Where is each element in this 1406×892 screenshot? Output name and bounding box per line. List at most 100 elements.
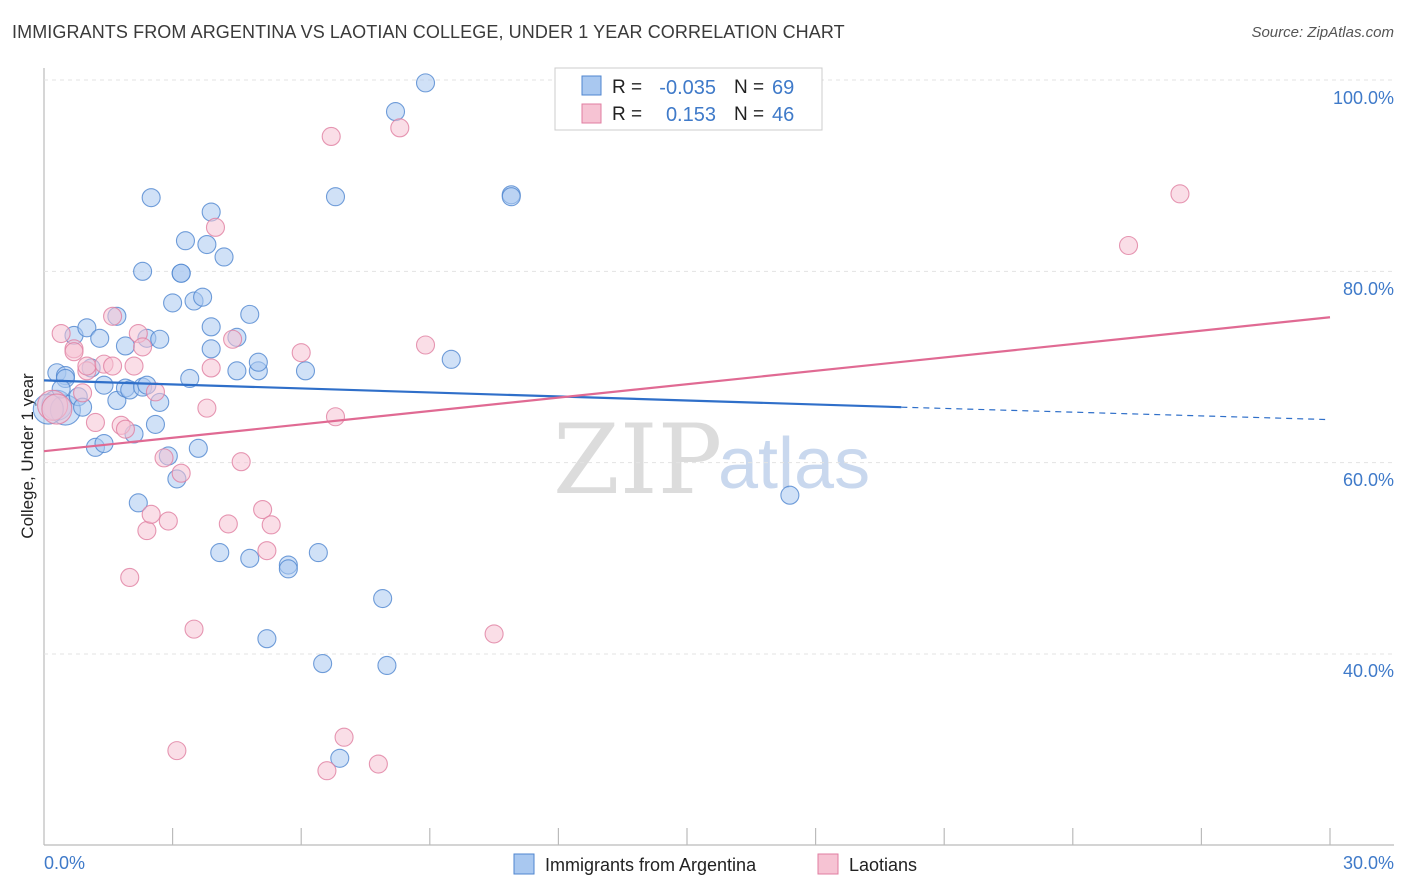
- legend-r-value-1: -0.035: [659, 77, 716, 99]
- point-laotians-11: [103, 306, 123, 326]
- point-laotians-24: [171, 463, 191, 483]
- point-laotians-40: [368, 754, 388, 774]
- data-points: [32, 73, 1190, 781]
- point-laotians-10: [103, 356, 123, 376]
- point-argentina-43: [201, 317, 221, 337]
- point-argentina-51: [248, 352, 268, 372]
- point-argentina-55: [295, 361, 316, 381]
- y-tick-label-60: 60.0%: [1343, 470, 1394, 490]
- point-argentina-56: [308, 543, 328, 563]
- y-tick-label-100: 100.0%: [1333, 88, 1394, 108]
- point-argentina-31: [163, 293, 183, 313]
- point-laotians-35: [291, 343, 311, 363]
- point-laotians-38: [325, 407, 346, 427]
- point-laotians-27: [201, 358, 221, 378]
- point-laotians-37: [321, 126, 341, 146]
- point-laotians-5: [73, 383, 93, 403]
- legend-n-label-2: N =: [734, 104, 764, 125]
- legend-swatch-argentina: [581, 75, 602, 96]
- gridlines: [44, 79, 1394, 655]
- point-laotians-39: [334, 727, 354, 747]
- y-tick-label-40: 40.0%: [1343, 661, 1394, 681]
- y-axis-title: College, Under 1 year: [18, 373, 37, 539]
- chart-title: IMMIGRANTS FROM ARGENTINA VS LAOTIAN COL…: [12, 22, 845, 42]
- point-argentina-35: [175, 231, 196, 251]
- point-laotians-36: [317, 761, 337, 781]
- point-argentina-47: [227, 361, 247, 381]
- bottom-legend-swatch-laotians: [817, 853, 839, 875]
- watermark-zip: ZIP: [553, 404, 722, 516]
- point-laotians-4: [64, 342, 84, 362]
- point-argentina-27: [145, 414, 166, 434]
- legend-r-label-2: R =: [612, 104, 642, 125]
- point-laotians-33: [257, 541, 277, 561]
- point-laotians-28: [205, 217, 226, 237]
- point-argentina-38: [188, 438, 208, 458]
- trend-line-laotians: [43, 316, 1331, 453]
- point-argentina-61: [377, 655, 397, 676]
- point-laotians-22: [158, 511, 178, 531]
- y-tick-label-80: 80.0%: [1343, 279, 1394, 299]
- source-label: Source: ZipAtlas.com: [1251, 24, 1394, 41]
- point-laotians-18: [137, 521, 157, 541]
- legend-r-label-1: R =: [612, 77, 642, 98]
- point-argentina-66: [501, 187, 521, 207]
- point-argentina-63: [415, 73, 436, 93]
- legend-n-value-1: 69: [772, 77, 794, 99]
- point-laotians-25: [184, 619, 204, 639]
- point-laotians-1: [41, 393, 73, 425]
- point-laotians-32: [253, 499, 273, 520]
- point-argentina-22: [133, 261, 153, 281]
- trend-lines: [43, 316, 1331, 453]
- point-argentina-54: [278, 559, 298, 579]
- point-laotians-19: [141, 504, 161, 524]
- bottom-legend-swatch-argentina: [513, 853, 535, 875]
- legend-swatch-laotians: [581, 103, 602, 124]
- point-laotians-23: [167, 741, 187, 761]
- point-laotians-14: [120, 567, 140, 588]
- point-laotians-26: [197, 398, 217, 418]
- point-argentina-11: [90, 328, 110, 348]
- point-argentina-36: [180, 368, 200, 389]
- x-axis-ticks: [172, 828, 1331, 845]
- point-laotians-42: [415, 335, 436, 355]
- bottom-legend-label-argentina: Immigrants from Argentina: [545, 855, 757, 875]
- legend-n-value-2: 46: [772, 104, 794, 126]
- trend-line-argentina-extension: [901, 406, 1331, 421]
- point-argentina-62: [385, 102, 406, 122]
- point-argentina-58: [325, 187, 346, 207]
- point-argentina-49: [240, 548, 260, 568]
- bottom-legend-label-laotians: Laotians: [849, 855, 917, 875]
- point-laotians-45: [1170, 184, 1190, 204]
- point-laotians-44: [1118, 235, 1139, 256]
- point-argentina-44: [210, 543, 230, 563]
- stats-legend: R = -0.035 N = 69 R = 0.153 N = 46: [554, 67, 823, 131]
- point-argentina-21: [128, 493, 148, 513]
- x-tick-label-min: 0.0%: [44, 853, 85, 873]
- point-argentina-9: [77, 318, 97, 338]
- trend-line-argentina: [43, 379, 902, 409]
- point-argentina-12: [94, 375, 114, 395]
- point-laotians-8: [85, 412, 105, 433]
- point-laotians-17: [133, 337, 153, 357]
- point-argentina-39: [193, 287, 213, 307]
- series-legend: Immigrants from Argentina Laotians: [513, 853, 917, 875]
- point-laotians-34: [261, 515, 281, 535]
- x-tick-label-max: 30.0%: [1343, 853, 1394, 873]
- point-argentina-64: [441, 349, 461, 369]
- legend-r-value-2: 0.153: [666, 104, 716, 126]
- point-laotians-30: [223, 329, 243, 349]
- point-argentina-40: [197, 234, 217, 255]
- point-argentina-52: [257, 629, 277, 649]
- point-laotians-29: [218, 514, 238, 534]
- point-argentina-34: [171, 263, 191, 283]
- point-argentina-45: [214, 247, 234, 267]
- point-argentina-28: [150, 329, 170, 349]
- point-argentina-67: [780, 485, 800, 505]
- point-argentina-26: [141, 188, 161, 208]
- point-laotians-15: [124, 356, 144, 376]
- point-laotians-7: [77, 356, 97, 376]
- legend-n-label-1: N =: [734, 77, 764, 98]
- point-argentina-60: [373, 588, 393, 609]
